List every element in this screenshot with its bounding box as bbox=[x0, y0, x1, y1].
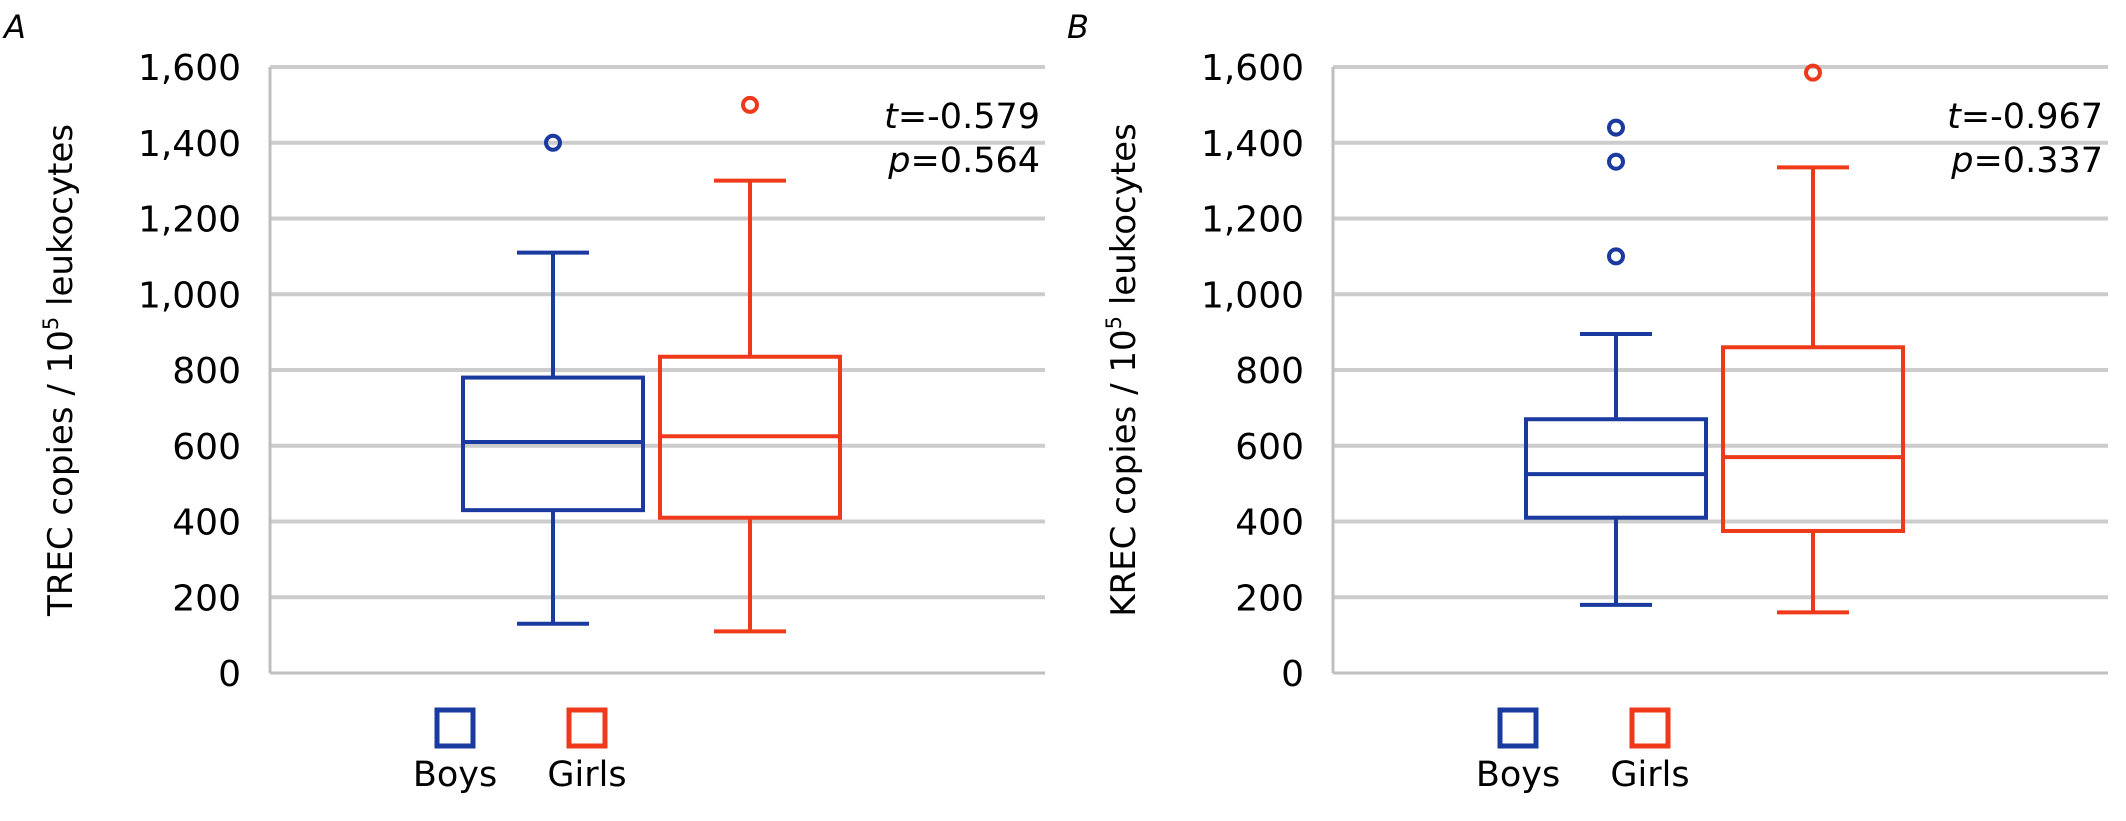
legend-label-boys: Boys bbox=[1476, 755, 1560, 795]
y-axis-label-main: TREC copies / 10 bbox=[41, 330, 81, 617]
p-value: p=0.564 bbox=[887, 141, 1040, 181]
y-tick-label: 1,400 bbox=[138, 124, 241, 165]
y-axis-label-tail: leukocytes bbox=[41, 124, 81, 317]
y-tick-label: 1,000 bbox=[138, 275, 241, 316]
t-statistic: t=-0.967 bbox=[1947, 97, 2103, 137]
panel-label: B bbox=[1067, 8, 1089, 46]
y-axis-label-tail: leukocytes bbox=[1104, 123, 1144, 316]
y-tick-labels: 0 200 400 600 800 1,000 1,200 1,400 1,600 bbox=[138, 48, 241, 695]
y-axis-label: KREC copies / 105 leukocytes bbox=[1102, 123, 1144, 617]
y-tick-label: 600 bbox=[172, 427, 241, 468]
y-tick-label: 1,200 bbox=[1201, 200, 1304, 241]
y-axis-label-superscript: 5 bbox=[39, 317, 63, 330]
panel-label: A bbox=[2, 8, 26, 46]
gridlines bbox=[1333, 65, 2108, 600]
gridlines bbox=[270, 65, 1045, 600]
y-tick-label: 800 bbox=[1235, 351, 1304, 392]
outlier-point bbox=[1607, 247, 1625, 266]
t-statistic: t=-0.579 bbox=[884, 97, 1040, 137]
y-tick-label: 400 bbox=[1235, 503, 1304, 544]
box-girls bbox=[658, 95, 842, 634]
box-boys bbox=[1524, 118, 1708, 607]
legend-label-girls: Girls bbox=[1610, 755, 1689, 795]
y-tick-label: 400 bbox=[172, 503, 241, 544]
p-value-number: =0.564 bbox=[910, 141, 1040, 181]
t-value: =-0.967 bbox=[1961, 97, 2103, 137]
legend-label-girls: Girls bbox=[547, 755, 626, 795]
legend-swatch-girls bbox=[1629, 707, 1671, 749]
legend: Boys Girls bbox=[1476, 707, 1690, 795]
y-tick-label: 1,400 bbox=[1201, 124, 1304, 165]
y-axis-label: TREC copies / 105 leukocytes bbox=[39, 124, 81, 617]
y-tick-label: 200 bbox=[1235, 578, 1304, 619]
y-tick-label: 0 bbox=[218, 654, 241, 695]
y-tick-label: 600 bbox=[1235, 427, 1304, 468]
outlier-point bbox=[741, 95, 759, 114]
chart-panel-a: A 0 200 400 600 800 1,000 1,200 1,400 1,600 TREC c… bbox=[2, 8, 1045, 795]
box-girls bbox=[1721, 63, 1905, 615]
iqr-box bbox=[1721, 345, 1905, 533]
y-tick-label: 0 bbox=[1281, 654, 1304, 695]
p-value: p=0.337 bbox=[1950, 141, 2103, 181]
iqr-box bbox=[1524, 417, 1708, 520]
y-tick-label: 1,000 bbox=[1201, 275, 1304, 316]
legend-swatch-girls bbox=[566, 707, 608, 749]
t-label: t bbox=[1947, 97, 1962, 137]
y-tick-label: 1,600 bbox=[1201, 48, 1304, 89]
t-label: t bbox=[884, 97, 899, 137]
chart-panel-b: B 0 200 400 600 800 1,000 1,200 1,400 1,600 KREC c… bbox=[1063, 0, 2126, 821]
legend: Boys Girls bbox=[413, 707, 627, 795]
outlier-point bbox=[544, 133, 562, 152]
outlier-point bbox=[1607, 118, 1625, 137]
boxplot-chart-krec: B 0 200 400 600 800 1,000 1,200 1,400 1,600 KREC c… bbox=[1067, 8, 2108, 795]
boxplot-chart-trec: A 0 200 400 600 800 1,000 1,200 1,400 1,600 TREC c… bbox=[2, 8, 1045, 795]
legend-swatch-boys bbox=[434, 707, 476, 749]
y-axis-label-superscript: 5 bbox=[1102, 316, 1126, 329]
p-label: p bbox=[887, 141, 910, 181]
y-tick-label: 800 bbox=[172, 351, 241, 392]
y-tick-label: 1,600 bbox=[138, 48, 241, 89]
outlier-point bbox=[1804, 63, 1822, 82]
y-axis-label-main: KREC copies / 10 bbox=[1104, 329, 1144, 616]
y-tick-labels: 0 200 400 600 800 1,000 1,200 1,400 1,600 bbox=[1201, 48, 1304, 695]
t-value: =-0.579 bbox=[898, 97, 1040, 137]
p-value-number: =0.337 bbox=[1973, 141, 2103, 181]
box-boys bbox=[461, 133, 645, 626]
y-tick-label: 200 bbox=[172, 578, 241, 619]
y-tick-label: 1,200 bbox=[138, 200, 241, 241]
outlier-point bbox=[1607, 152, 1625, 171]
legend-swatch-boys bbox=[1497, 707, 1539, 749]
legend-label-boys: Boys bbox=[413, 755, 497, 795]
p-label: p bbox=[1950, 141, 1973, 181]
